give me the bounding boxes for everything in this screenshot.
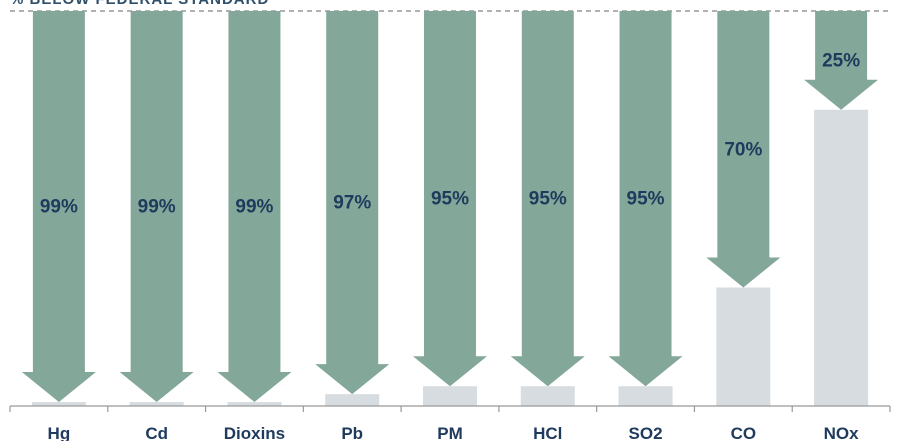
remaining-bar <box>716 287 771 406</box>
remaining-bar <box>31 402 86 406</box>
remaining-bar <box>325 394 380 406</box>
data-label: 25% <box>822 50 860 71</box>
bar-group-pm: 95% PM <box>413 11 487 443</box>
reduction-arrow <box>21 11 96 403</box>
data-label: 95% <box>529 189 567 210</box>
remaining-bar <box>814 109 869 406</box>
bar-group-so2: 95% SO2 <box>608 11 683 443</box>
bar-group-cd: 99% Cd <box>119 11 194 443</box>
remaining-bar <box>618 386 673 406</box>
data-label: 70% <box>724 139 762 160</box>
remaining-bar <box>129 402 184 406</box>
category-label: Dioxins <box>224 424 285 441</box>
data-label: 99% <box>138 197 176 218</box>
reduction-arrow <box>608 11 683 387</box>
bar-group-hcl: 95% HCl <box>510 11 585 443</box>
reduction-arrow <box>413 11 487 387</box>
category-label: NOx <box>824 424 860 441</box>
reduction-arrow <box>804 11 879 110</box>
reduction-arrow <box>315 11 390 395</box>
reduction-arrow <box>510 11 585 387</box>
bar-group-pb: 97% Pb <box>315 11 390 443</box>
category-label: CO <box>731 424 757 441</box>
data-label: 99% <box>40 197 78 218</box>
reduction-arrow <box>706 11 781 288</box>
category-label: Pb <box>341 424 363 441</box>
reduction-arrow <box>217 11 292 403</box>
chart-title: % BELOW FEDERAL STANDARD <box>10 0 269 8</box>
bar-group-co: 70% CO <box>706 11 781 443</box>
data-label: 95% <box>431 189 469 210</box>
category-label: PM <box>437 424 463 441</box>
remaining-bar <box>423 386 477 406</box>
data-label: 95% <box>627 189 665 210</box>
category-label: HCl <box>533 424 562 441</box>
remaining-bar <box>520 386 575 406</box>
data-label: 99% <box>235 197 273 218</box>
category-label: SO2 <box>629 424 663 441</box>
data-label: 97% <box>333 193 371 214</box>
remaining-bar <box>227 402 282 406</box>
reduction-arrow <box>119 11 194 403</box>
category-label: Cd <box>145 424 168 441</box>
bar-group-hg: 99% Hg <box>21 11 96 443</box>
category-label: Hg <box>48 424 71 441</box>
bar-group-nox: 25% NOx <box>804 11 879 443</box>
bar-group-dioxins: 99% Dioxins <box>217 11 292 443</box>
